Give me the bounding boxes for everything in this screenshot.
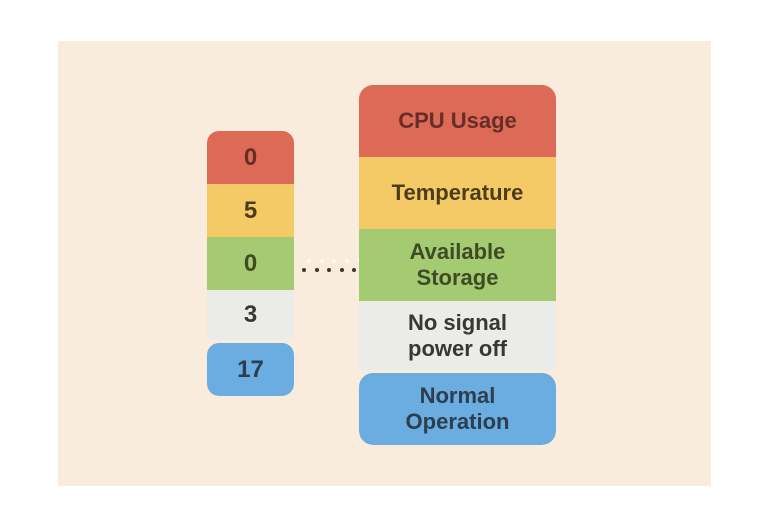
dotted-connector [301, 258, 361, 276]
label-segment-temperature: Temperature [359, 157, 556, 229]
label-temperature: Temperature [391, 180, 524, 205]
count-segment-available-storage: 0 [207, 237, 294, 290]
status-labels-bar: CPU Usage Temperature Available Storage … [359, 85, 556, 445]
count-segment-cpu-usage: 0 [207, 131, 294, 184]
label-available-storage: Available [409, 239, 506, 264]
status-counts-bar: 0 5 0 3 17 [207, 131, 294, 396]
count-no-signal-power-off: 3 [243, 301, 258, 328]
label-segment-normal-operation: Normal Operation [359, 373, 556, 445]
count-available-storage: 0 [243, 249, 258, 277]
label-segment-no-signal-power-off: No signal power off [359, 301, 556, 370]
count-temperature: 5 [243, 196, 258, 224]
label-no-signal-power-off: No signal [407, 309, 507, 335]
label-normal-operation: Normal [419, 383, 496, 408]
count-segment-normal-operation: 17 [207, 343, 294, 396]
count-cpu-usage: 0 [243, 143, 258, 171]
diagram-panel: 0 5 0 3 17 CPU Usage [58, 41, 711, 486]
count-normal-operation: 17 [237, 355, 264, 383]
label-segment-available-storage: Available Storage [359, 229, 556, 301]
label-cpu-usage: CPU Usage [398, 108, 517, 133]
connector-dots [302, 268, 356, 272]
connector-dots-highlight [307, 259, 361, 263]
count-segment-no-signal-power-off: 3 [207, 290, 294, 340]
label-segment-cpu-usage: CPU Usage [359, 85, 556, 157]
count-segment-temperature: 5 [207, 184, 294, 237]
